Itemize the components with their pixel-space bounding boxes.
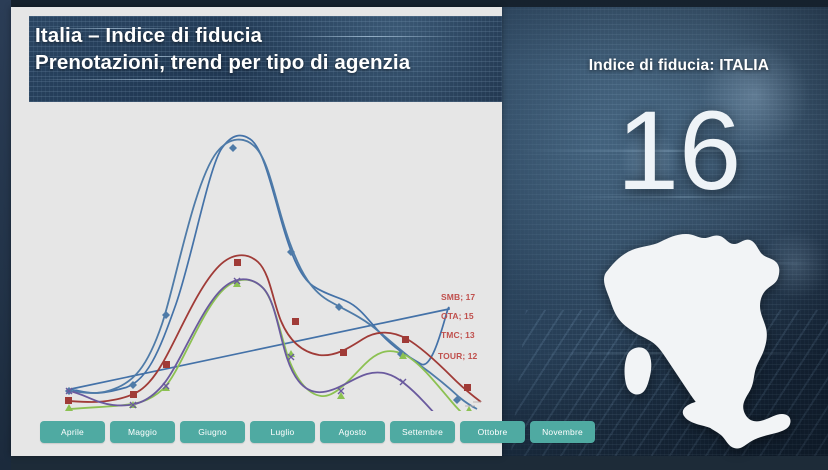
line-chart: SMB; 17 OTA; 15 TMC; 13 TOUR; 12 [29,106,502,411]
italy-silhouette [604,234,791,449]
month-button-luglio[interactable]: Luglio [250,421,315,443]
series-label-smb: SMB; 17 [441,292,476,302]
month-button-novembre[interactable]: Novembre [530,421,595,443]
title-line-1: Italia – Indice di fiducia [35,24,263,47]
chart-svg [70,134,450,394]
chart-series-layer [68,138,482,411]
presentation-slide: Italia – Indice di fiducia Prenotazioni,… [11,7,595,456]
month-button-giugno[interactable]: Giugno [180,421,245,443]
markers-smb [65,259,471,404]
line-tmc [68,278,462,411]
series-label-ota: OTA; 15 [441,311,474,321]
page-title: Italia – Indice di fiducia Prenotazioni,… [35,22,410,77]
series-line-ota [70,134,450,394]
month-button-maggio[interactable]: Maggio [110,421,175,443]
header-streak [39,28,189,29]
markers-ota [65,144,461,404]
slide-header-banner [29,16,502,102]
title-line-2: Prenotazioni, trend per tipo di agenzia [35,51,411,75]
month-button-settembre[interactable]: Settembre [390,421,455,443]
label-leader-lines [465,401,481,407]
line-tour [68,278,434,411]
frame-left-bar [0,0,11,470]
line-smb [68,254,482,403]
month-button-ottobre[interactable]: Ottobre [460,421,525,443]
italy-map-icon [600,228,828,454]
confidence-index-value: 16 [616,88,742,213]
month-button-aprile[interactable]: Aprile [40,421,105,443]
month-button-agosto[interactable]: Agosto [320,421,385,443]
frame-top-bar [0,0,828,7]
markers-tmc [65,280,472,411]
header-streak [59,56,249,57]
series-label-tour: TOUR; 12 [438,351,478,361]
chart-markers-layer [65,144,481,411]
header-tech-grid [29,16,502,102]
month-axis-buttons: Aprile Maggio Giugno Luglio Agosto Sette… [40,421,595,443]
confidence-index-title: Indice di fiducia: ITALIA [588,57,770,74]
frame-bottom-bar [0,456,828,470]
series-label-tmc: TMC; 13 [441,330,475,340]
header-streak [279,36,459,37]
header-streak [29,79,269,80]
markers-tour [65,277,407,409]
